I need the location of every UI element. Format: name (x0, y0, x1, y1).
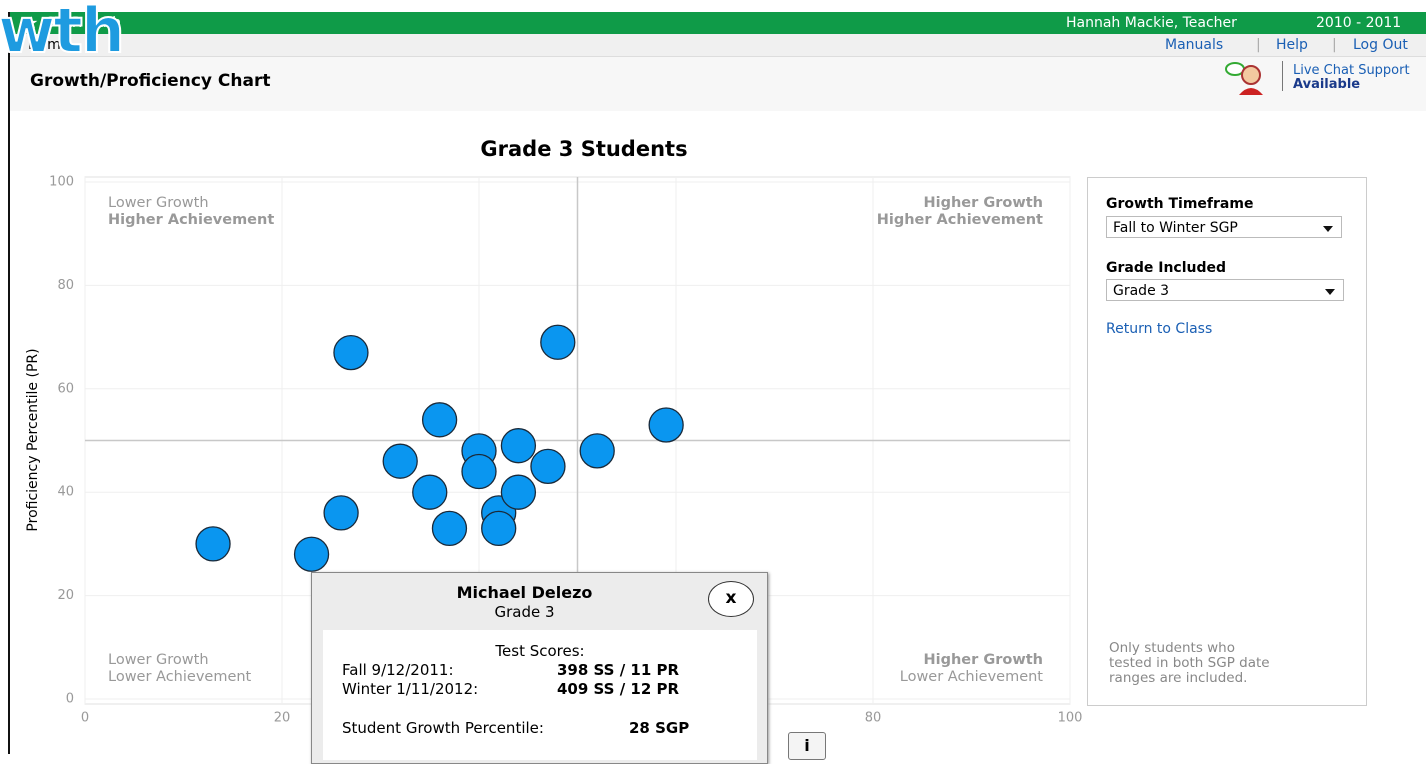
y-tick-label: 20 (57, 588, 74, 603)
y-tick-label: 80 (57, 278, 74, 293)
score-label: Fall 9/12/2011: (342, 661, 454, 679)
grade-label: Grade Included (1106, 260, 1227, 276)
user-name: Hannah Mackie, Teacher (1066, 15, 1237, 31)
student-point (195, 526, 231, 562)
note-line: ranges are included. (1109, 670, 1248, 686)
timeframe-label: Growth Timeframe (1106, 196, 1254, 212)
quadrant-label: Lower Growth (108, 652, 209, 668)
score-value: 409 SS / 12 PR (557, 680, 680, 698)
scores-box: Test Scores: Fall 9/12/2011: 398 SS / 11… (323, 630, 757, 760)
separator: | (1332, 37, 1337, 53)
note-line: tested in both SGP date (1109, 655, 1270, 671)
chart-title: Grade 3 Students (480, 137, 687, 161)
quadrant-label: Higher Growth (923, 195, 1043, 211)
timeframe-select[interactable]: Fall to Winter SGP (1106, 216, 1342, 238)
student-grade: Grade 3 (494, 603, 555, 621)
close-button[interactable]: x (708, 581, 754, 617)
frame-border (8, 12, 10, 754)
logout-link[interactable]: Log Out (1353, 37, 1408, 53)
y-tick-label: 0 (66, 692, 74, 707)
y-axis-label: Proficiency Percentile (PR) (25, 348, 41, 531)
nav-bar: Home Manuals | Help | Log Out (10, 34, 1426, 57)
sgp-value: 28 SGP (629, 719, 690, 737)
student-point (500, 474, 537, 510)
student-point (293, 536, 330, 572)
page-title: Growth/Proficiency Chart (30, 71, 271, 91)
student-point (412, 474, 448, 510)
score-value: 398 SS / 11 PR (557, 661, 680, 679)
note: Only students who tested in both SGP dat… (1109, 641, 1270, 686)
student-name: Michael Delezo (456, 583, 593, 602)
student-popup: Michael Delezo Grade 3 x Test Scores: Fa… (311, 572, 768, 764)
star-icon: ★ (24, 13, 39, 32)
home-link[interactable]: Home (28, 37, 70, 53)
student-point (540, 324, 576, 360)
school-year: 2010 - 2011 (1316, 15, 1402, 31)
student-point (431, 510, 468, 547)
quadrant-label: Lower Achievement (108, 669, 252, 685)
chat-icon (1225, 62, 1263, 95)
side-panel: Growth Timeframe Fall to Winter SGP Grad… (1087, 177, 1367, 706)
help-link[interactable]: Help (1276, 37, 1308, 53)
y-tick-label: 40 (57, 485, 74, 500)
info-button[interactable]: i (788, 732, 826, 760)
student-point (461, 453, 497, 490)
scores-title: Test Scores: (495, 642, 585, 660)
return-link[interactable]: Return to Class (1106, 321, 1213, 337)
sgp-label: Student Growth Percentile: (342, 719, 544, 737)
y-tick-label: 100 (49, 175, 74, 190)
chat-link[interactable]: Live Chat Support (1293, 63, 1410, 78)
student-point (481, 510, 517, 547)
student-point (382, 443, 418, 479)
grade-select[interactable]: Grade 3 (1106, 279, 1344, 301)
top-bar: ★ STAR Math Hannah Mackie, Teacher 2010 … (10, 12, 1426, 34)
overlay-text: wth (0, 0, 126, 68)
student-point (648, 407, 684, 443)
divider (1282, 61, 1283, 91)
y-tick-label: 60 (57, 381, 74, 396)
note-line: Only students who (1109, 640, 1236, 656)
student-point (579, 433, 615, 469)
x-tick-label: 80 (865, 711, 882, 726)
score-label: Winter 1/11/2012: (342, 680, 479, 698)
page-header: Growth/Proficiency Chart Live Chat Suppo… (10, 57, 1426, 111)
app-name: STAR Math (46, 15, 122, 31)
manuals-link[interactable]: Manuals (1165, 37, 1224, 53)
x-tick-label: 20 (274, 711, 291, 726)
quadrant-label: Higher Achievement (877, 212, 1043, 228)
x-tick-label: 100 (1058, 711, 1083, 726)
student-point (323, 495, 359, 531)
quadrant-label: Lower Growth (108, 195, 209, 211)
student-point (500, 428, 537, 464)
quadrant-label: Higher Growth (923, 652, 1043, 668)
quadrant-label: Lower Achievement (900, 669, 1044, 685)
student-point (530, 448, 566, 485)
student-point (421, 402, 458, 438)
chat-status: Available (1293, 77, 1361, 92)
separator: | (1256, 37, 1261, 53)
student-point (333, 334, 369, 371)
quadrant-label: Higher Achievement (108, 212, 274, 228)
x-tick-label: 0 (81, 711, 89, 726)
